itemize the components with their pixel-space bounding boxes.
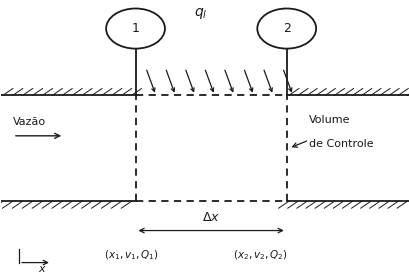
Text: 1: 1 xyxy=(131,22,139,35)
Text: de Controle: de Controle xyxy=(308,139,373,149)
Text: Volume: Volume xyxy=(308,115,350,125)
Text: Vazão: Vazão xyxy=(13,118,46,127)
Text: $(x_1, v_1, Q_1)$: $(x_1, v_1, Q_1)$ xyxy=(104,249,159,262)
Circle shape xyxy=(257,8,315,49)
Text: $(x_2, v_2, Q_2)$: $(x_2, v_2, Q_2)$ xyxy=(232,249,287,262)
Circle shape xyxy=(106,8,164,49)
Text: $q_l$: $q_l$ xyxy=(194,6,207,21)
Text: 2: 2 xyxy=(282,22,290,35)
Text: $\Delta x$: $\Delta x$ xyxy=(202,211,220,224)
Text: x: x xyxy=(38,264,45,274)
